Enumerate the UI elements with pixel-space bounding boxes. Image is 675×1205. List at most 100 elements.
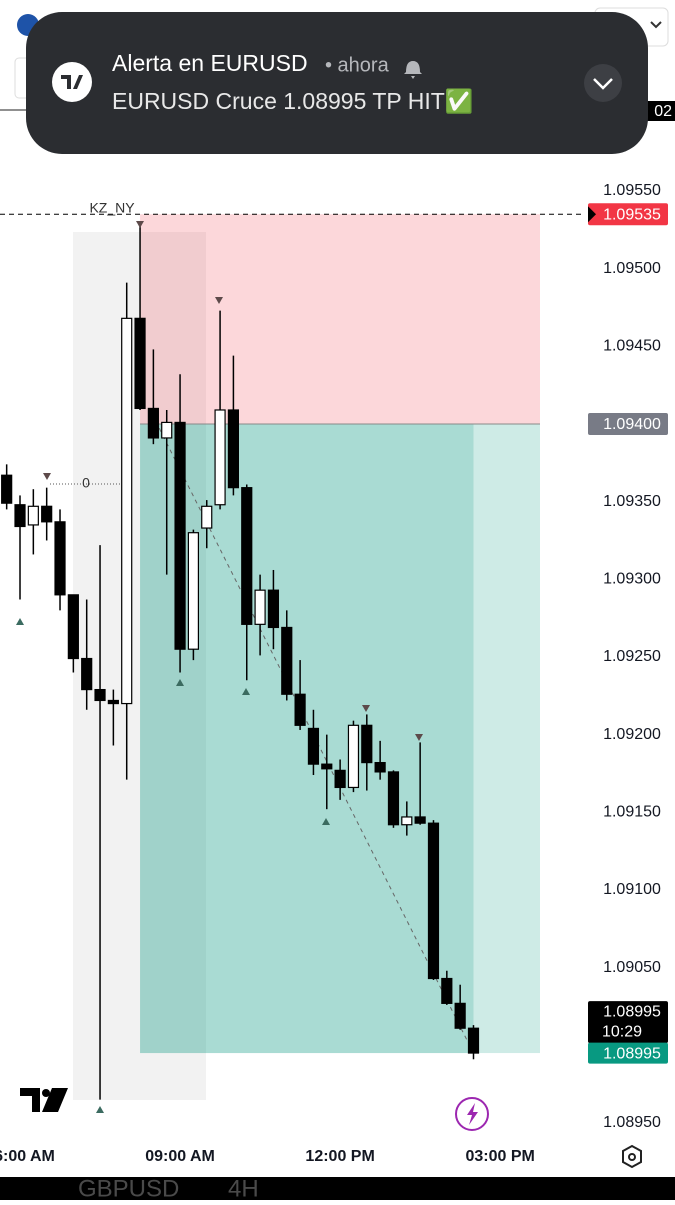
pattern-marker [176, 679, 184, 686]
notification[interactable]: Alerta en EURUSD • ahora EURUSD Cruce 1.… [26, 12, 648, 154]
candle-body [1, 474, 13, 504]
x-tick-label: 09:00 AM [145, 1148, 215, 1165]
candle-body [187, 532, 199, 650]
stop-tag-box [588, 203, 668, 226]
target-tag: 1.08995 [603, 1045, 661, 1062]
candle-body [214, 409, 226, 506]
pattern-marker [43, 473, 51, 480]
candle-body [267, 589, 280, 629]
candle-body [454, 1002, 466, 1029]
y-tick-label: 1.09500 [603, 260, 661, 277]
candle-body [321, 763, 333, 770]
x-tick-label: 06:00 AM [0, 1148, 55, 1165]
candle-body [201, 505, 213, 529]
candle-body [307, 727, 320, 765]
candle-body [121, 317, 133, 705]
stop-tag: 1.09535 [603, 206, 661, 223]
candle-body [254, 589, 266, 625]
candle-body [81, 657, 93, 691]
candle-body [94, 688, 106, 702]
session-label: KZ_NY [89, 200, 135, 216]
top-tag: 02 [654, 103, 672, 120]
level-label: 0 [82, 475, 90, 491]
y-tick-label: 1.09300 [603, 571, 661, 588]
candle-body [347, 724, 360, 789]
entry-tag-box [588, 412, 668, 435]
y-tick-label: 1.09250 [603, 648, 661, 665]
candle-body [161, 421, 173, 439]
last-price: 1.08995 [603, 1003, 661, 1020]
candle-body [147, 407, 159, 439]
candle-body [107, 699, 119, 705]
stop-tag-arrow [588, 206, 596, 223]
tv-logo-dot [42, 1089, 50, 1097]
tv-logo-shape [20, 1088, 68, 1112]
pattern-marker [242, 688, 250, 695]
bottom-interval[interactable]: 4H [228, 1175, 259, 1202]
y-tick-label: 1.09550 [603, 182, 661, 199]
candle-body [387, 771, 400, 826]
notification-card[interactable] [26, 12, 648, 154]
settings-icon-center [628, 1153, 636, 1161]
candle-body [227, 409, 240, 489]
plot [1, 221, 480, 1113]
bottom-bar [0, 1177, 675, 1200]
y-tick-label: 1.09200 [603, 726, 661, 743]
pattern-marker [322, 818, 330, 825]
app-icon [52, 62, 92, 102]
candle-body [401, 816, 413, 826]
candle-body [427, 822, 440, 980]
notification-title: Alerta en EURUSD [112, 50, 308, 76]
candle-body [54, 521, 66, 596]
target-zone-future [473, 423, 540, 1054]
app-logo [61, 75, 83, 89]
notification-time: • ahora [325, 54, 390, 76]
pattern-marker [136, 221, 144, 228]
candle-body [374, 761, 386, 773]
candle-body [241, 487, 253, 625]
candle-body [467, 1027, 480, 1054]
y-tick-label: 1.09100 [603, 881, 661, 898]
lightning-button[interactable] [455, 1097, 489, 1131]
expand-chevron [593, 78, 613, 90]
pattern-marker [362, 705, 370, 712]
stop-zone [140, 214, 540, 424]
candle-body [14, 504, 26, 528]
candle-body [294, 693, 306, 726]
pattern-marker [96, 1106, 104, 1113]
y-tick-label: 1.09350 [603, 493, 661, 510]
last-price-box [588, 1001, 668, 1044]
dropdown-chevron [650, 21, 662, 29]
countdown: 10:29 [602, 1023, 642, 1040]
entry-tag: 1.09400 [603, 416, 661, 433]
candle-body [41, 505, 53, 523]
target-tag-box [588, 1042, 668, 1064]
y-tick-label: 1.09150 [603, 804, 661, 821]
bell-icon [404, 61, 422, 79]
pattern-marker [415, 734, 423, 741]
x-tick-label: 03:00 PM [465, 1148, 534, 1165]
candle-body [334, 769, 346, 789]
bottom-symbol[interactable]: GBPUSD [78, 1175, 179, 1202]
candle-body [281, 626, 293, 695]
y-tick-label: 1.09050 [603, 959, 661, 976]
pattern-marker [16, 618, 24, 625]
candle-body [174, 421, 186, 650]
candle-body [414, 816, 426, 824]
candle-body [27, 505, 39, 526]
x-tick-label: 12:00 PM [305, 1148, 374, 1165]
notification-message: EURUSD Cruce 1.08995 TP HIT✅ [112, 88, 473, 115]
target-zone [140, 423, 474, 1054]
settings-icon[interactable] [622, 1144, 642, 1169]
tv-logo [20, 1088, 68, 1112]
candle-body [361, 724, 373, 764]
candle-body [67, 594, 79, 660]
candle-body [441, 977, 453, 1004]
candle-body [134, 317, 146, 410]
pattern-marker [215, 297, 223, 304]
expand-button[interactable] [584, 64, 622, 102]
top-tag-box [640, 101, 675, 121]
y-tick-label: 1.08950 [603, 1114, 661, 1131]
